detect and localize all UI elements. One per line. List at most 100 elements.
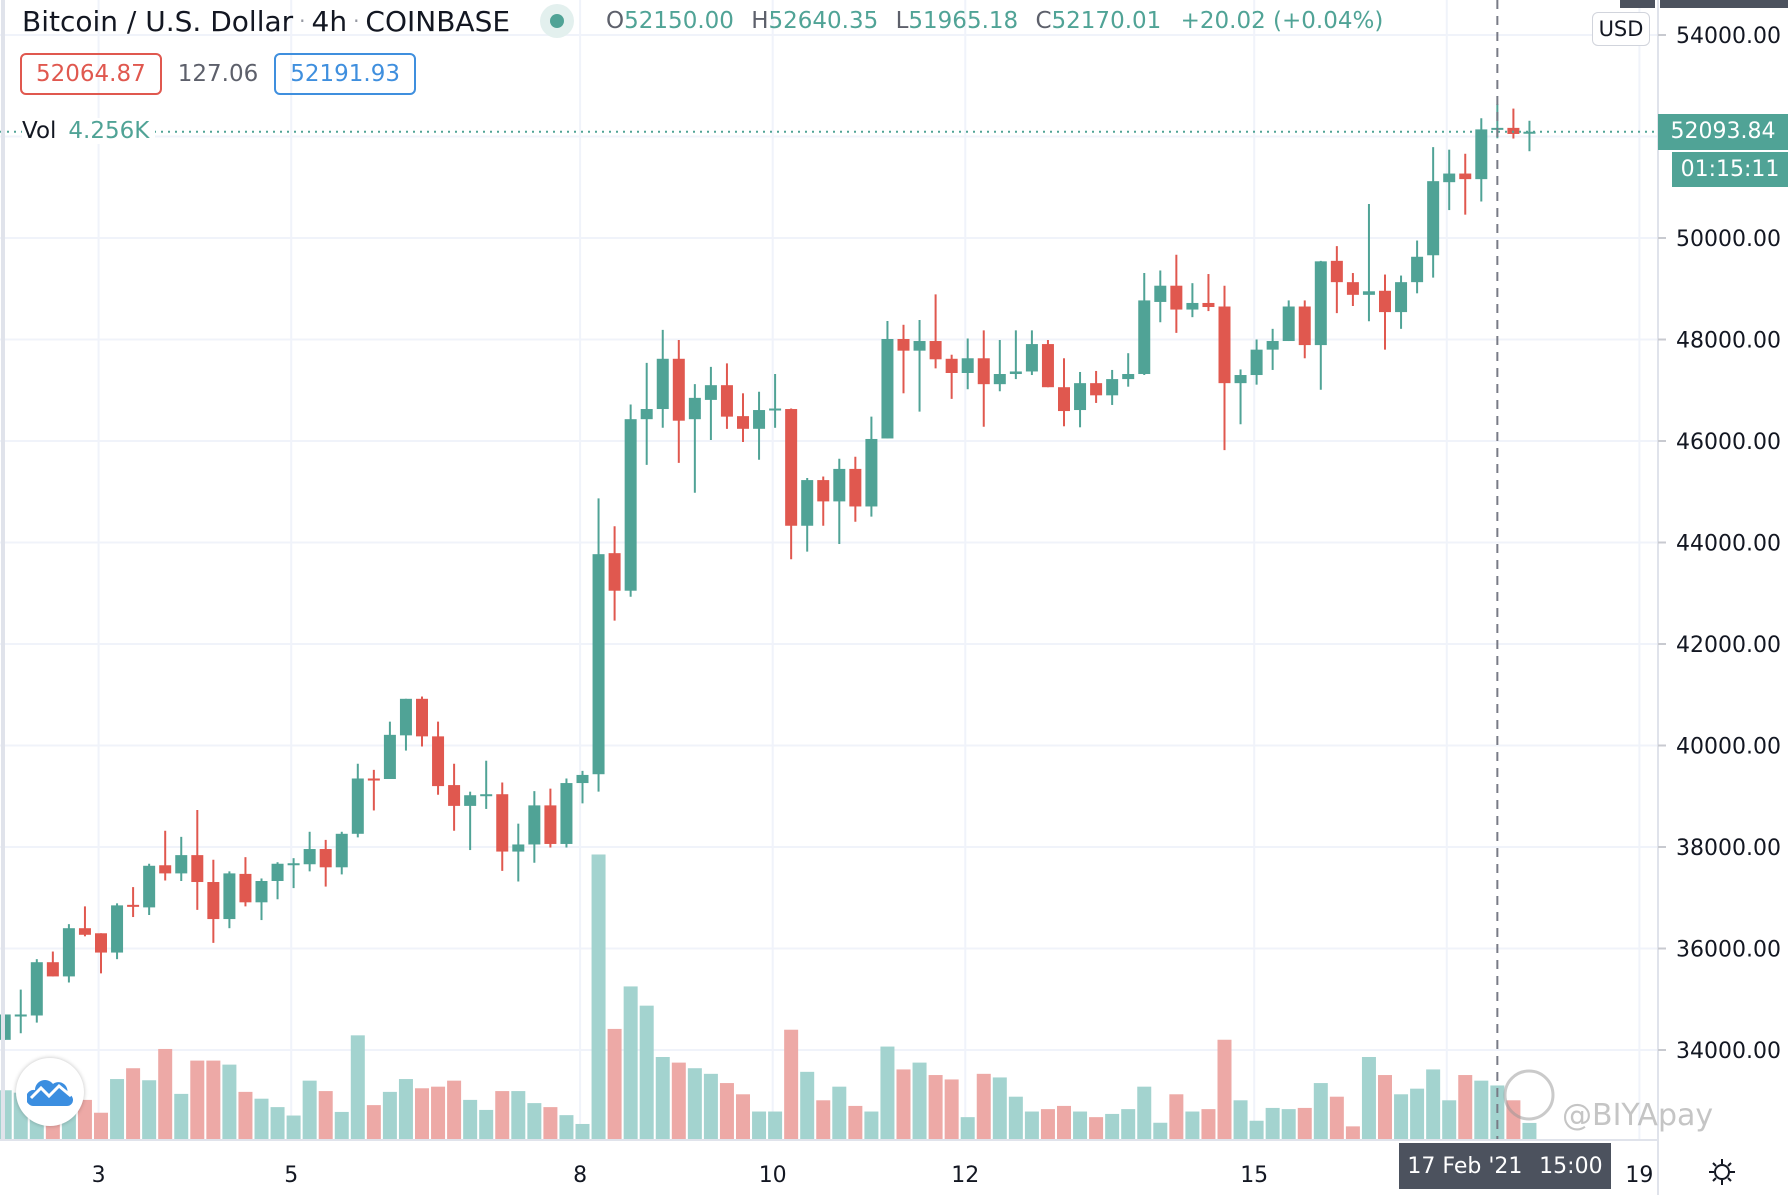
candle-body[interactable] xyxy=(1266,341,1279,350)
candle-body[interactable] xyxy=(367,778,380,781)
candle-body[interactable] xyxy=(737,416,749,429)
candle-body[interactable] xyxy=(961,358,974,373)
candle-body[interactable] xyxy=(865,438,878,507)
candle-body[interactable] xyxy=(416,698,428,737)
candle-body[interactable] xyxy=(1170,285,1183,310)
candle-body[interactable] xyxy=(929,341,942,360)
candle-body[interactable] xyxy=(319,849,332,868)
candle-body[interactable] xyxy=(1138,300,1151,375)
candle-body[interactable] xyxy=(127,904,140,907)
candle-body[interactable] xyxy=(159,865,172,874)
candle-body[interactable] xyxy=(1523,131,1536,134)
candle-body[interactable] xyxy=(1459,173,1472,180)
candle-body[interactable] xyxy=(688,397,701,420)
candle-body[interactable] xyxy=(897,338,910,351)
candle-body[interactable] xyxy=(544,805,557,844)
candle-body[interactable] xyxy=(881,338,894,439)
candle-body[interactable] xyxy=(14,1014,27,1017)
time-axis[interactable]: 3 5 8 10 12 15 19 xyxy=(92,1163,1654,1188)
candle-body[interactable] xyxy=(0,1014,11,1040)
candle-body[interactable] xyxy=(1218,306,1231,384)
candle-body[interactable] xyxy=(143,865,156,908)
candle-body[interactable] xyxy=(191,855,204,883)
candle-body[interactable] xyxy=(1186,302,1199,310)
market-status-icon[interactable] xyxy=(540,4,575,38)
candle-body[interactable] xyxy=(624,419,637,591)
volume-legend[interactable]: Vol 4.256K xyxy=(22,118,156,144)
candle-body[interactable] xyxy=(1074,383,1087,411)
settings-gear-icon[interactable] xyxy=(1708,1158,1736,1186)
candle-body[interactable] xyxy=(1154,285,1167,302)
candle-body[interactable] xyxy=(576,774,589,784)
candle-body[interactable] xyxy=(704,385,717,400)
candle-body[interactable] xyxy=(945,358,958,373)
candle-body[interactable] xyxy=(753,410,766,429)
candle-body[interactable] xyxy=(640,409,653,420)
candle-body[interactable] xyxy=(1411,256,1424,283)
candle-body[interactable] xyxy=(207,882,220,920)
candle-body[interactable] xyxy=(1330,260,1343,283)
candle-body[interactable] xyxy=(672,358,685,421)
symbol-name[interactable]: Bitcoin / U.S. Dollar xyxy=(22,4,294,38)
candle-body[interactable] xyxy=(977,358,990,385)
price-axis[interactable]: 54000.00 50000.00 48000.00 46000.00 44000.00… xyxy=(1658,24,1781,1064)
buy-button[interactable]: 52191.93 xyxy=(274,53,416,95)
candle-body[interactable] xyxy=(1314,261,1327,346)
candle-body[interactable] xyxy=(1443,173,1456,183)
candle-body[interactable] xyxy=(175,855,188,874)
candle-body[interactable] xyxy=(464,795,477,806)
candle-body[interactable] xyxy=(1122,374,1135,380)
candle-body[interactable] xyxy=(496,794,509,852)
candle-body[interactable] xyxy=(46,962,59,977)
candle-body[interactable] xyxy=(255,881,268,903)
candle-body[interactable] xyxy=(913,341,926,351)
candle-body[interactable] xyxy=(95,933,107,953)
candle-body[interactable] xyxy=(239,873,252,903)
candle-body[interactable] xyxy=(528,805,541,845)
candle-body[interactable] xyxy=(1346,282,1359,295)
candle-body[interactable] xyxy=(785,409,798,526)
candle-body[interactable] xyxy=(1058,387,1070,412)
currency-button[interactable]: USD xyxy=(1592,12,1650,46)
candle-body[interactable] xyxy=(1009,371,1022,375)
candle-body[interactable] xyxy=(351,778,364,834)
candle-body[interactable] xyxy=(335,833,348,868)
candle-body[interactable] xyxy=(30,962,43,1016)
candle-body[interactable] xyxy=(560,783,573,844)
candle-body[interactable] xyxy=(480,794,493,797)
candle-body[interactable] xyxy=(1475,129,1488,180)
candle-body[interactable] xyxy=(1362,291,1375,295)
candle-body[interactable] xyxy=(399,698,412,736)
candle-body[interactable] xyxy=(1025,344,1038,372)
candle-body[interactable] xyxy=(271,863,284,882)
candle-body[interactable] xyxy=(817,480,830,502)
candle-body[interactable] xyxy=(993,374,1006,385)
candle-body[interactable] xyxy=(833,468,846,502)
candle-body[interactable] xyxy=(1282,306,1295,342)
candle-body[interactable] xyxy=(383,734,396,779)
candle-body[interactable] xyxy=(1395,282,1408,313)
candle-body[interactable] xyxy=(1106,379,1119,396)
candle-body[interactable] xyxy=(111,905,124,953)
candle-body[interactable] xyxy=(303,849,316,865)
candle-body[interactable] xyxy=(1427,181,1440,256)
candle-body[interactable] xyxy=(287,863,300,866)
candle-body[interactable] xyxy=(448,785,461,806)
candle-body[interactable] xyxy=(1090,383,1103,396)
candle-body[interactable] xyxy=(78,928,91,935)
candle-body[interactable] xyxy=(223,873,236,920)
interval[interactable]: 4h xyxy=(311,4,348,38)
candle-body[interactable] xyxy=(849,468,862,507)
candle-body[interactable] xyxy=(1041,344,1054,388)
candle-body[interactable] xyxy=(608,553,621,591)
sell-button[interactable]: 52064.87 xyxy=(20,53,162,95)
candle-body[interactable] xyxy=(1202,302,1215,308)
candle-body[interactable] xyxy=(1379,290,1391,313)
candle-body[interactable] xyxy=(512,844,525,852)
candle-body[interactable] xyxy=(62,928,75,977)
candle-body[interactable] xyxy=(769,408,782,411)
candle-body[interactable] xyxy=(592,554,605,775)
candle-body[interactable] xyxy=(1250,349,1263,376)
candle-body[interactable] xyxy=(1298,306,1311,346)
